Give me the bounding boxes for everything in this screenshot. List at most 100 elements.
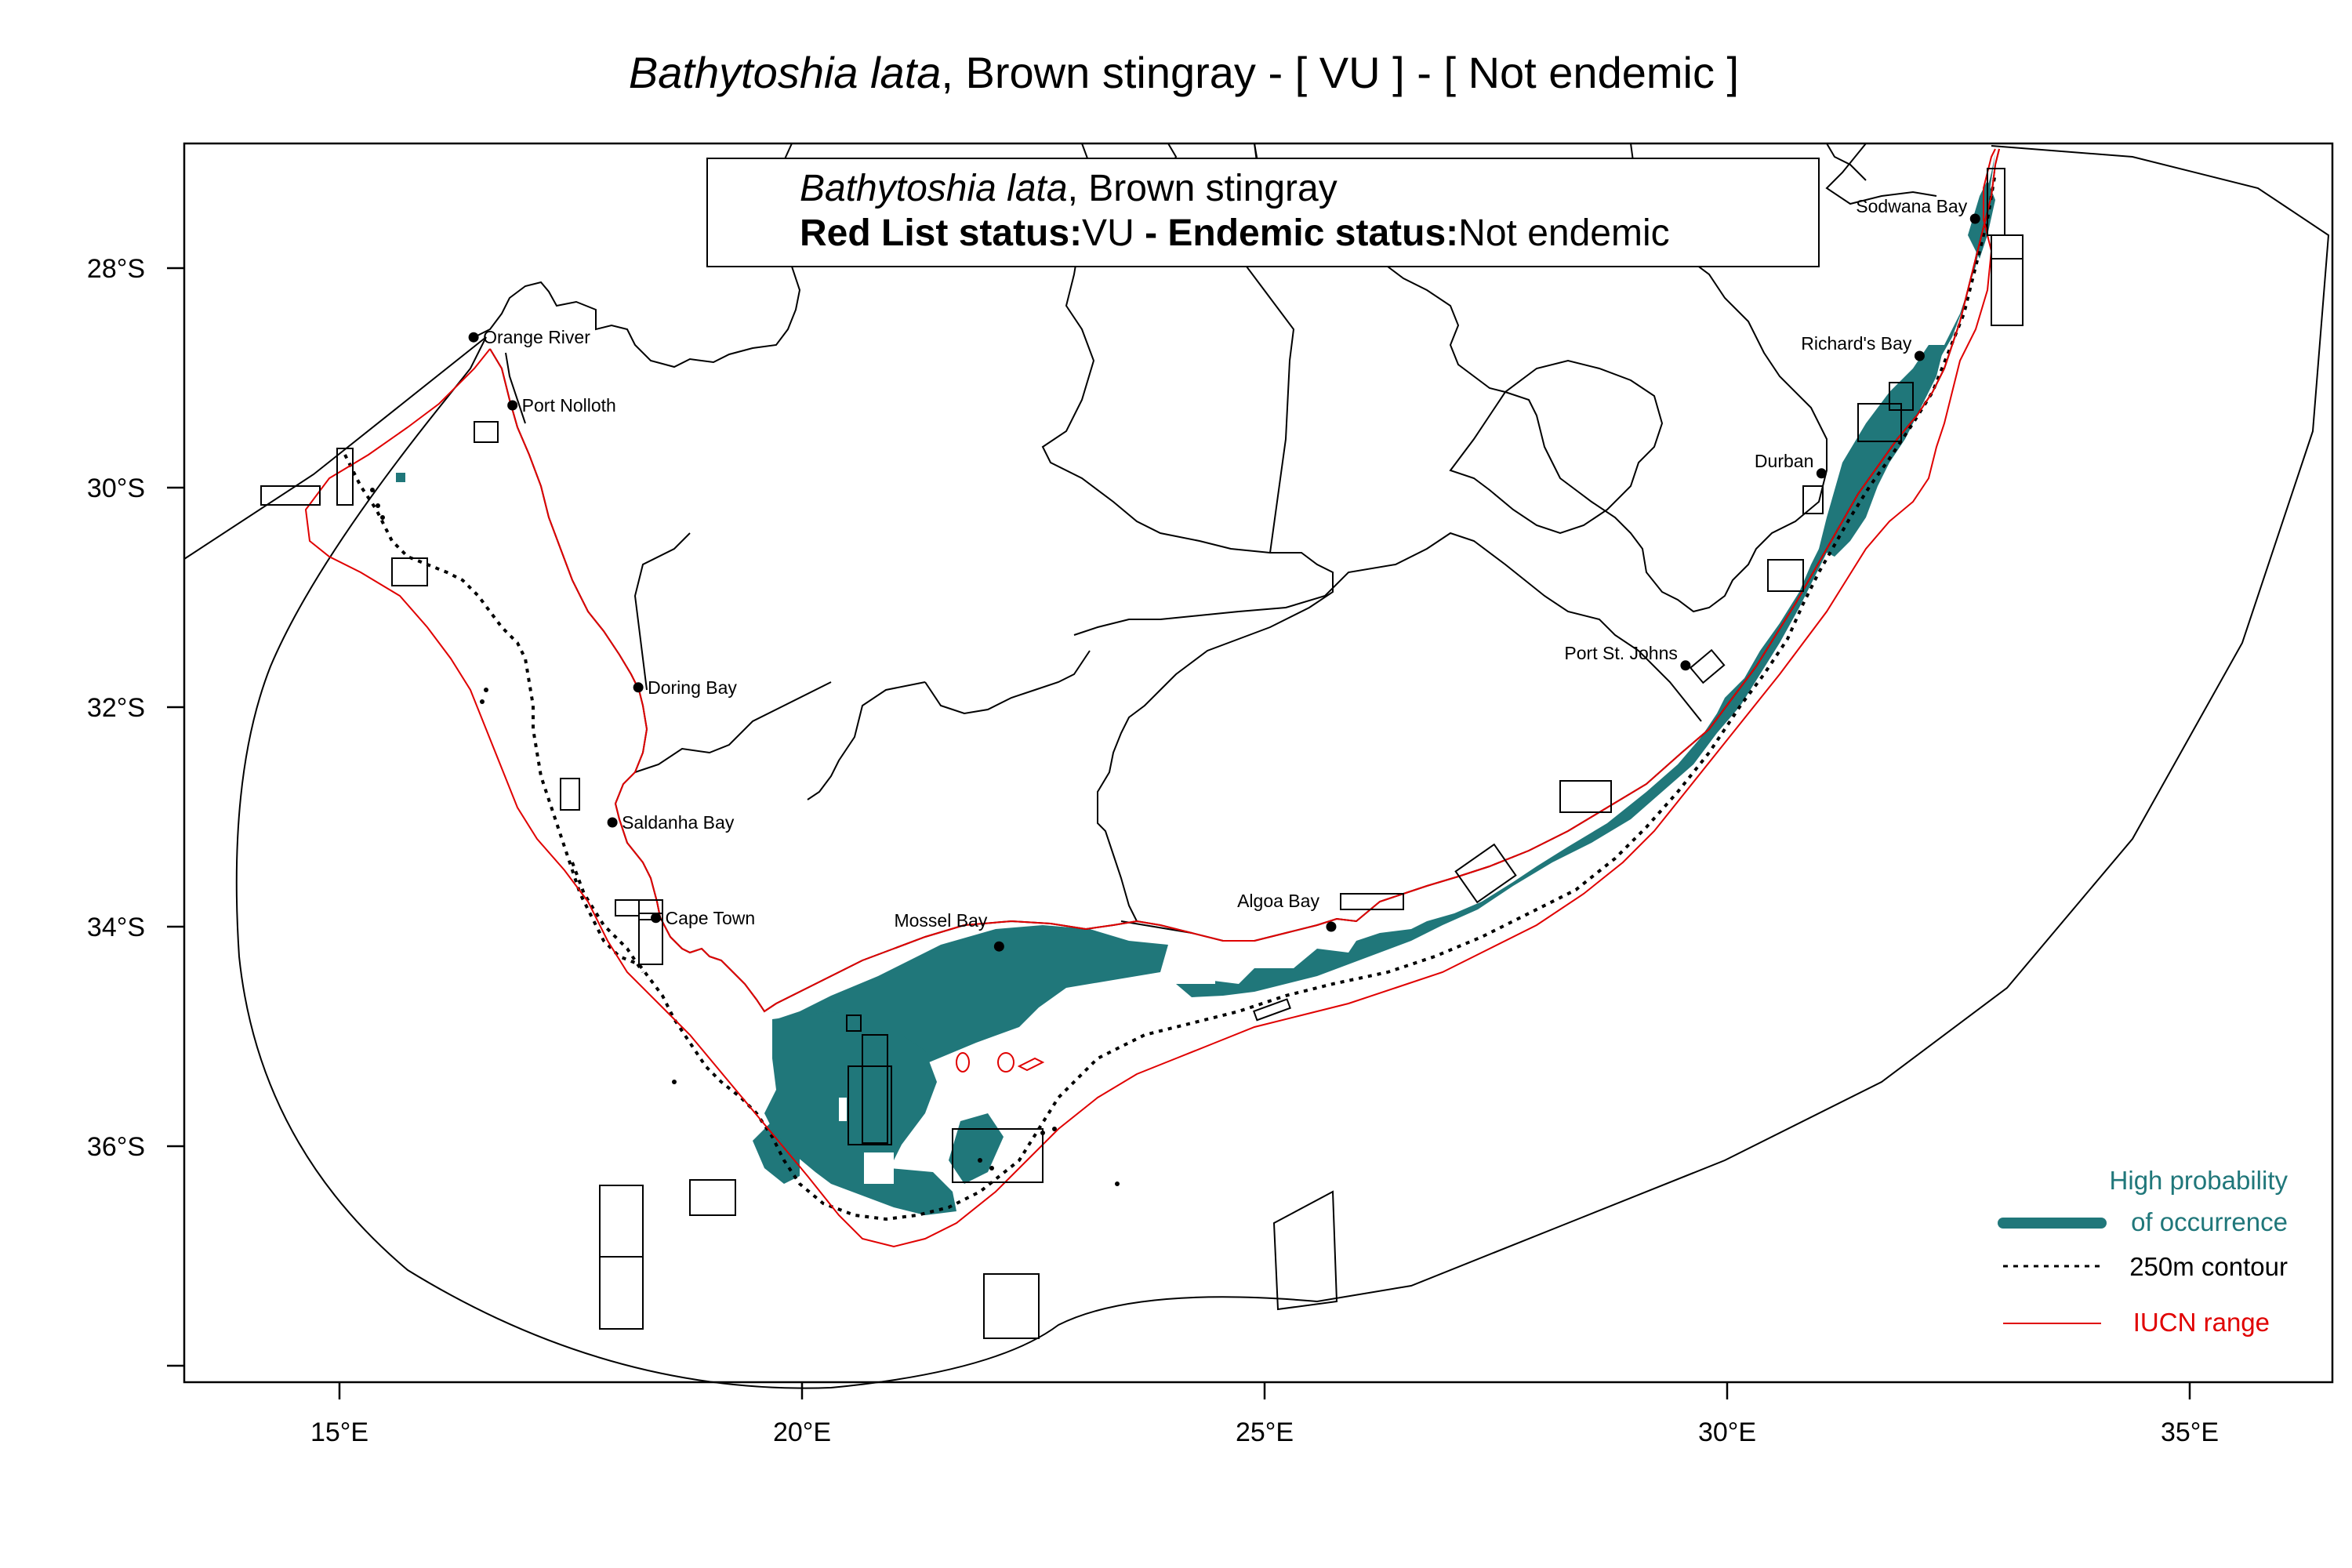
mpa-box	[1802, 485, 1824, 514]
contour-dot	[480, 699, 485, 704]
border-interior-12	[1120, 920, 1192, 934]
lon-tick-label: 15°E	[310, 1417, 368, 1447]
lat-tick-label: 32°S	[87, 693, 145, 723]
occurrence-region-south-coast	[1176, 153, 1995, 997]
occurrence-gap	[839, 1098, 847, 1121]
legend-probability-line2: of occurrence	[2131, 1207, 2288, 1236]
contour-dots	[370, 488, 1120, 1186]
iucn-coast	[489, 148, 2000, 1013]
place-label: Saldanha Bay	[622, 812, 735, 833]
mpa-box	[1340, 893, 1404, 910]
occurrence-cell	[839, 1019, 847, 1027]
lon-tick-label: 25°E	[1236, 1417, 1294, 1447]
info-species-line: Bathytoshia lata, Brown stingray	[800, 168, 1338, 209]
border-interior-9	[1825, 143, 1937, 205]
place-marker	[633, 682, 644, 693]
map-title: Bathytoshia lata, Brown stingray - [ VU …	[629, 48, 1739, 97]
place-labels: Orange River Port Nolloth Doring Bay Saldan…	[468, 196, 1980, 952]
lat-tick-label: 30°S	[87, 474, 145, 503]
contour-dot	[1052, 1127, 1057, 1131]
place-label: Durban	[1755, 451, 1813, 471]
protected-areas	[260, 168, 2024, 1339]
place-label: Doring Bay	[648, 677, 737, 698]
place-marker	[1680, 660, 1691, 671]
border-interior-4	[1254, 143, 1828, 613]
contour-dot	[1115, 1181, 1120, 1186]
mpa-box	[260, 485, 321, 506]
occurrence-gaps	[839, 964, 1215, 1184]
place-label: Port St. Johns	[1564, 643, 1677, 663]
mpa-box	[474, 421, 499, 443]
lat-tick-label: 36°S	[87, 1132, 145, 1162]
place-marker	[607, 817, 618, 828]
eez-boundary	[183, 145, 2330, 1389]
occurrence-region-mid-shelf	[949, 1113, 1004, 1184]
legend-iucn-label: IUCN range	[2133, 1308, 2270, 1337]
place-label: Port Nolloth	[522, 395, 616, 416]
iucn-island	[956, 1052, 970, 1073]
contour-line-west	[343, 172, 1997, 1221]
border-interior-11	[633, 532, 691, 691]
iucn-range-outline	[304, 148, 1996, 1248]
lon-tick-label: 35°E	[2161, 1417, 2219, 1447]
mpa-box	[638, 899, 663, 920]
place-label: Mossel Bay	[894, 910, 987, 931]
longitude-axis: 15°E 20°E 25°E 30°E 35°E	[310, 1382, 2219, 1447]
occurrence-gap	[1176, 964, 1215, 984]
lat-tick-label: 28°S	[87, 254, 145, 284]
place-marker	[993, 941, 1004, 952]
occurrence-gap	[864, 1152, 894, 1184]
mpa-box	[846, 1014, 862, 1032]
mpa-box	[1252, 998, 1291, 1022]
mpa-box	[952, 1128, 1044, 1183]
contour-dot	[978, 1158, 982, 1163]
map-frame	[183, 142, 2334, 1384]
place-marker	[468, 332, 479, 343]
place-label: Algoa Bay	[1237, 891, 1319, 911]
contour-dot	[484, 688, 488, 692]
place-marker	[1914, 350, 1925, 361]
mpa-box	[1689, 648, 1726, 684]
place-marker	[1326, 921, 1337, 932]
contour-dot	[370, 488, 375, 492]
mpa-box	[848, 1065, 892, 1145]
contour-dot	[380, 515, 385, 520]
border-interior-6	[634, 681, 832, 773]
contour-250m	[343, 172, 1997, 1221]
border-interior-5	[1073, 532, 1702, 722]
legend: High probability of occurrence 250m cont…	[1998, 1166, 2288, 1337]
place-label: Sodwana Bay	[1856, 196, 1967, 216]
mpa-box	[1559, 780, 1612, 813]
contour-dot	[989, 1166, 994, 1171]
mpa-box	[336, 448, 354, 506]
occurrence-region-sodwana	[1968, 180, 1995, 259]
mpa-box	[391, 557, 428, 586]
border-interior-7	[807, 681, 926, 800]
iucn-range	[304, 148, 2000, 1248]
mpa-box	[1767, 559, 1804, 592]
mpa-box	[1889, 382, 1914, 411]
occurrence-region-agulhas	[753, 925, 1168, 1184]
contour-dot	[376, 503, 380, 508]
mpa-box	[689, 1179, 736, 1216]
mpa-box	[1272, 1190, 1338, 1311]
border-lesotho	[1449, 359, 1664, 535]
occurrence-region-kzn	[1819, 345, 1944, 557]
mpa-box	[983, 1273, 1040, 1339]
place-marker	[507, 400, 518, 411]
occurrence-cell	[396, 473, 405, 482]
place-label: Orange River	[483, 327, 590, 347]
iucn-island	[1017, 1057, 1045, 1072]
mpa-box	[560, 778, 580, 811]
coastline-southwest	[489, 148, 2000, 1013]
mpa-box	[1991, 234, 2024, 326]
latitude-axis: 28°S 30°S 32°S 34°S 36°S	[87, 254, 184, 1367]
place-marker	[651, 913, 662, 924]
mpa-box	[862, 1034, 888, 1144]
mpa-box	[638, 913, 663, 965]
border-orange-river	[505, 352, 526, 424]
info-status-line: Red List status:VU - Endemic status:Not …	[800, 212, 1670, 254]
place-marker	[1816, 468, 1827, 479]
place-label: Richard's Bay	[1801, 333, 1912, 354]
occurrence-cell	[804, 1105, 811, 1120]
